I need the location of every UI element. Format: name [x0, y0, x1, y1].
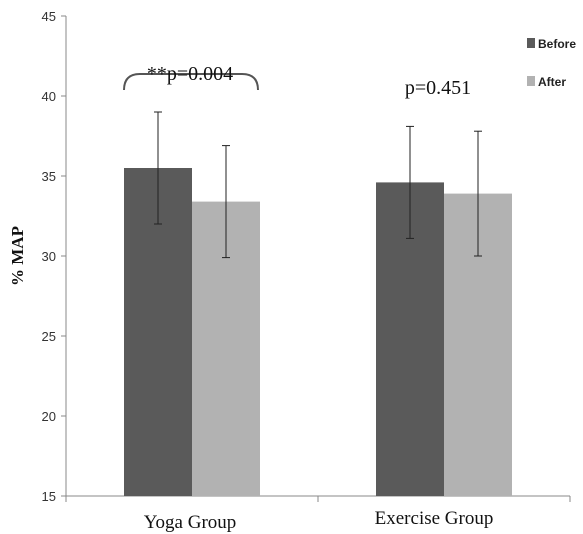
y-tick-label-45: 45	[42, 9, 56, 24]
annotation-exercise-p-value: p=0.451	[405, 77, 471, 99]
category-label-yoga-group: Yoga Group	[144, 512, 237, 533]
y-tick-label-30: 30	[42, 249, 56, 264]
y-tick-label-25: 25	[42, 329, 56, 344]
y-tick-label-15: 15	[42, 489, 56, 504]
y-tick-label-20: 20	[42, 409, 56, 424]
legend-label-before: Before	[538, 37, 576, 51]
annotation-yoga-p-value: **p=0.004	[147, 63, 233, 85]
legend-swatch-after	[527, 76, 535, 86]
legend: Before After	[527, 37, 576, 89]
error-bars	[154, 111, 482, 259]
y-tick-label-40: 40	[42, 89, 56, 104]
significance-bracket	[123, 73, 259, 91]
legend-swatch-before	[527, 38, 535, 48]
category-label-exercise-group: Exercise Group	[375, 508, 494, 529]
legend-label-after: After	[538, 75, 566, 89]
bars	[124, 168, 512, 496]
y-axis-label: % MAP	[8, 226, 27, 286]
y-tick-label-35: 35	[42, 169, 56, 184]
